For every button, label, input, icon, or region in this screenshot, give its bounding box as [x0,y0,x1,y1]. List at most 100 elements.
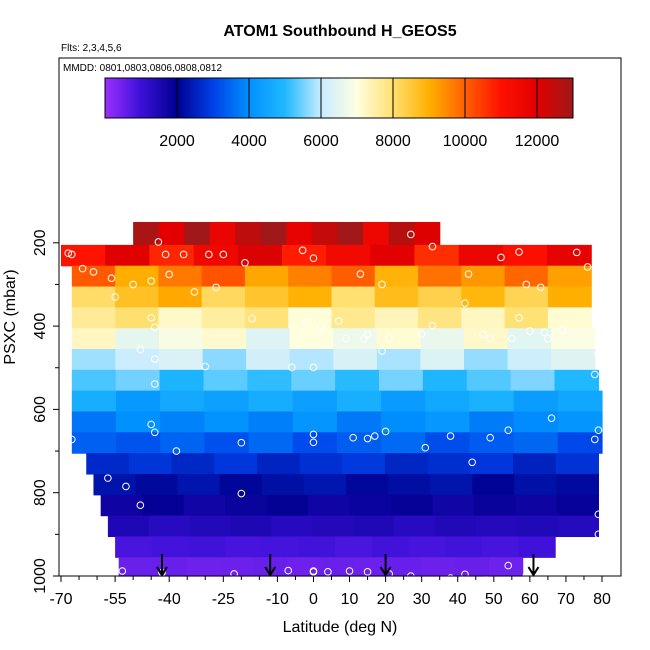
heatmap-cell [388,557,423,577]
heatmap-cell [556,494,599,517]
heatmap-cell [115,536,153,558]
sample-point [356,270,365,278]
sample-point [497,253,505,262]
sample-point [89,268,98,276]
heatmap-cell [158,221,185,246]
heatmap-cell [374,265,419,288]
sample-point [165,270,173,279]
heatmap-cell [71,307,116,329]
heatmap-cell [149,244,195,267]
heatmap-cell [105,244,150,267]
heatmap-cell [420,349,465,371]
heatmap-cell [408,536,446,558]
heatmap-cell [488,557,524,577]
sample-point [147,420,155,429]
heatmap-cell [331,265,376,288]
sample-point [360,334,368,343]
heatmap-cell [513,411,559,433]
heatmap-cell [292,411,338,433]
heatmap-cell [427,453,471,475]
heatmap-cell [188,536,226,558]
heatmap-cell [320,557,355,577]
heatmap-cell [513,390,559,413]
heatmap-cell [247,369,292,392]
heatmap-cell [391,494,434,517]
sample-point [316,323,325,331]
heatmap-cell [271,515,313,538]
y-tick-label: 1000 [32,558,49,594]
heatmap-cell [342,453,386,475]
sample-point [309,438,318,447]
sample-point [201,362,210,371]
sample-point [212,283,220,292]
heatmap-cell [469,390,515,413]
heatmap-cell [430,473,473,496]
colorbar-tick-label: 4000 [231,133,267,150]
heatmap-cell [326,244,371,267]
sample-point [345,567,354,575]
sample-point [428,242,437,251]
y-tick-label: 600 [32,396,49,423]
heatmap-cell [93,473,137,496]
sample-point [237,489,246,498]
heatmap-cell [288,265,333,288]
heatmap-cell [61,244,106,267]
heatmap-cell [394,515,436,538]
heatmap-cell [248,411,294,433]
heatmap-cell [518,536,556,558]
chart-title: ATOM1 Southbound H_GEOS5 [223,23,456,40]
heatmap-cell [507,328,552,350]
heatmap-cell [434,515,477,538]
heatmap-cell [298,536,336,558]
heatmap-cell [513,432,559,454]
sample-point [504,426,513,435]
heatmap-cell [281,244,327,267]
heatmap-cell [422,369,468,392]
heatmap-cell [363,221,390,246]
heatmap-cell [376,328,422,350]
x-tick-label: -10 [266,591,289,608]
heatmap-cell [204,411,250,433]
heatmap-cell [418,265,462,288]
heatmap-cell [158,349,204,371]
heatmap-cell [160,432,205,454]
y-tick-label: 200 [32,229,49,256]
heatmap-cell [288,307,333,329]
sample-point [461,570,469,579]
x-tick-label: -70 [49,591,72,608]
x-tick-label: -40 [158,591,181,608]
heatmap-cell [556,473,599,496]
heatmap-cell [418,286,462,308]
latitude-arrow-head [156,566,168,577]
heatmap-cell [336,390,382,413]
sample-point [594,510,603,519]
x-tick-label: 60 [521,591,539,608]
colorbar [104,77,574,119]
heatmap-cell [214,453,258,475]
heatmap-cell [286,221,313,246]
heatmap-cell [418,307,462,329]
heatmap-cell [303,473,347,496]
sample-point [342,334,350,343]
x-tick-label: 0 [309,591,318,608]
y-axis: 200 400 600 800 1000 [32,229,59,594]
heatmap-cell [472,473,515,496]
heatmap-cell [71,432,117,454]
heatmap-cell [171,453,215,475]
heatmap-cell [115,307,159,329]
sample-point [150,323,159,332]
heatmap-cell [425,411,471,433]
heatmap-cell [289,328,334,350]
sample-point [179,250,188,259]
heatmap-cell [235,221,262,246]
heatmap-cell [204,390,250,413]
heatmap-cell [349,494,392,517]
heatmap-cell [458,244,504,267]
heatmap-cell [308,494,351,517]
sample-point [558,326,567,334]
sample-point [482,576,491,584]
sample-point [309,568,318,576]
heatmap-cell [515,494,558,517]
heatmap-cell [547,307,592,329]
sample-point [421,443,430,452]
